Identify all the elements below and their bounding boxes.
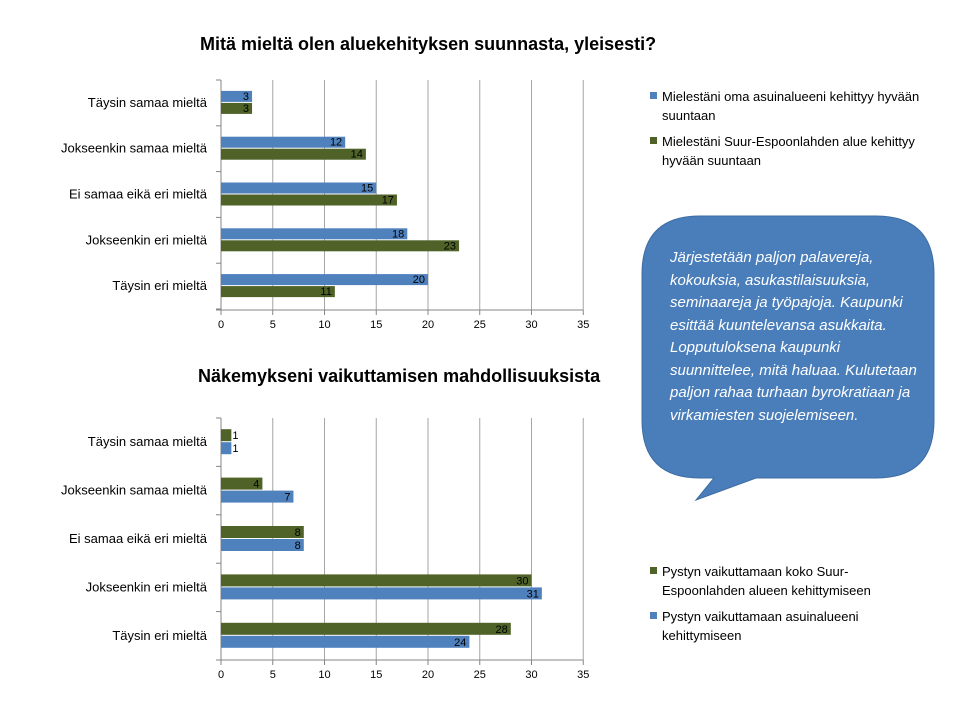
x-tick-label: 20 (422, 319, 434, 331)
legend-item: Pystyn vaikuttamaan asuinalueeni kehitty… (650, 607, 920, 645)
bar (221, 90, 253, 102)
category-label: Jokseenkin eri mieltä (86, 232, 208, 247)
chart-2: 0 5 10 15 20 25 30 35 Täysin samaa mieltä 11 Jokse… (61, 417, 589, 681)
legend-swatch (650, 137, 657, 144)
bar (221, 635, 470, 648)
legend-swatch (650, 567, 657, 574)
bar (221, 574, 532, 587)
data-label: 11 (320, 286, 331, 298)
category-label: Jokseenkin samaa mieltä (61, 483, 208, 498)
data-label: 12 (330, 137, 342, 149)
data-label: 3 (243, 103, 249, 115)
legend-label: Mielestäni oma asuinalueeni kehittyy hyv… (662, 89, 920, 123)
chart-2-title: Näkemykseni vaikuttamisen mahdollisuuksi… (198, 366, 601, 386)
data-label: 28 (496, 624, 508, 636)
data-label: 18 (392, 228, 404, 240)
data-label: 1 (232, 430, 238, 442)
data-label: 1 (232, 443, 238, 455)
data-label: 14 (351, 149, 363, 161)
x-tick-label: 10 (318, 319, 330, 331)
legend-label: Mielestäni Suur-Espoonlahden alue kehitt… (662, 134, 915, 168)
x-tick-label: 10 (318, 669, 330, 681)
bar (221, 182, 377, 194)
speech-bubble: Järjestetään paljon palavereja, kokouksi… (640, 210, 940, 510)
bar (221, 240, 460, 252)
legend-swatch (650, 612, 657, 619)
x-tick-label: 35 (577, 319, 589, 331)
x-tick-label: 25 (474, 319, 486, 331)
x-tick-label: 30 (525, 319, 537, 331)
bar (221, 539, 304, 551)
bar (221, 194, 397, 206)
chart-1-legend: Mielestäni oma asuinalueeni kehittyy hyv… (650, 87, 920, 177)
x-tick-label: 5 (270, 669, 276, 681)
category-label: Ei samaa eikä eri mieltä (69, 187, 208, 202)
x-tick-label: 0 (218, 669, 224, 681)
data-label: 17 (382, 195, 394, 207)
legend-label: Pystyn vaikuttamaan koko Suur-Espoonlahd… (662, 564, 871, 598)
x-tick-label: 15 (370, 669, 382, 681)
legend-item: Mielestäni Suur-Espoonlahden alue kehitt… (650, 132, 920, 170)
bar (221, 228, 408, 240)
data-label: 8 (295, 527, 301, 539)
bar (221, 286, 335, 298)
category-label: Täysin eri mieltä (112, 278, 207, 293)
data-label: 20 (413, 274, 425, 286)
chart-2-legend: Pystyn vaikuttamaan koko Suur-Espoonlahd… (650, 562, 920, 652)
category-label: Täysin eri mieltä (112, 628, 207, 643)
category-label: Ei samaa eikä eri mieltä (69, 531, 208, 546)
x-tick-label: 35 (577, 669, 589, 681)
data-label: 15 (361, 183, 373, 195)
speech-bubble-shape (641, 215, 935, 502)
x-tick-label: 20 (422, 669, 434, 681)
category-label: Täysin samaa mieltä (88, 434, 208, 449)
data-label: 24 (454, 637, 466, 649)
x-tick-label: 30 (525, 669, 537, 681)
legend-item: Mielestäni oma asuinalueeni kehittyy hyv… (650, 87, 920, 125)
category-label: Täysin samaa mieltä (88, 95, 208, 110)
category-label: Jokseenkin eri mieltä (86, 579, 208, 594)
data-label: 23 (444, 240, 456, 252)
legend-swatch (650, 92, 657, 99)
bar (221, 526, 304, 538)
legend-item: Pystyn vaikuttamaan koko Suur-Espoonlahd… (650, 562, 920, 600)
bar (221, 429, 232, 442)
data-label: 30 (516, 575, 528, 587)
category-label: Jokseenkin samaa mieltä (61, 141, 208, 156)
bar (221, 490, 294, 503)
bar (221, 136, 346, 148)
bar (221, 102, 253, 114)
chart-1-title: Mitä mieltä olen aluekehityksen suunnast… (200, 34, 657, 54)
chart-1: 0 5 10 15 20 25 30 35 Täysin samaa mieltä 33 Jokse… (61, 79, 589, 331)
bar (221, 148, 366, 160)
data-label: 3 (243, 91, 249, 103)
bar (221, 274, 428, 286)
bar (221, 442, 232, 455)
bar (221, 477, 263, 490)
x-tick-label: 15 (370, 319, 382, 331)
data-label: 7 (284, 492, 290, 504)
x-tick-label: 5 (270, 319, 276, 331)
data-label: 4 (253, 479, 259, 491)
data-label: 8 (295, 540, 301, 552)
legend-label: Pystyn vaikuttamaan asuinalueeni kehitty… (662, 609, 859, 643)
data-label: 31 (527, 588, 539, 600)
x-tick-label: 0 (218, 319, 224, 331)
bar (221, 622, 511, 635)
x-tick-label: 25 (474, 669, 486, 681)
bar (221, 587, 542, 600)
speech-bubble-text: Järjestetään paljon palavereja, kokouksi… (670, 249, 917, 424)
